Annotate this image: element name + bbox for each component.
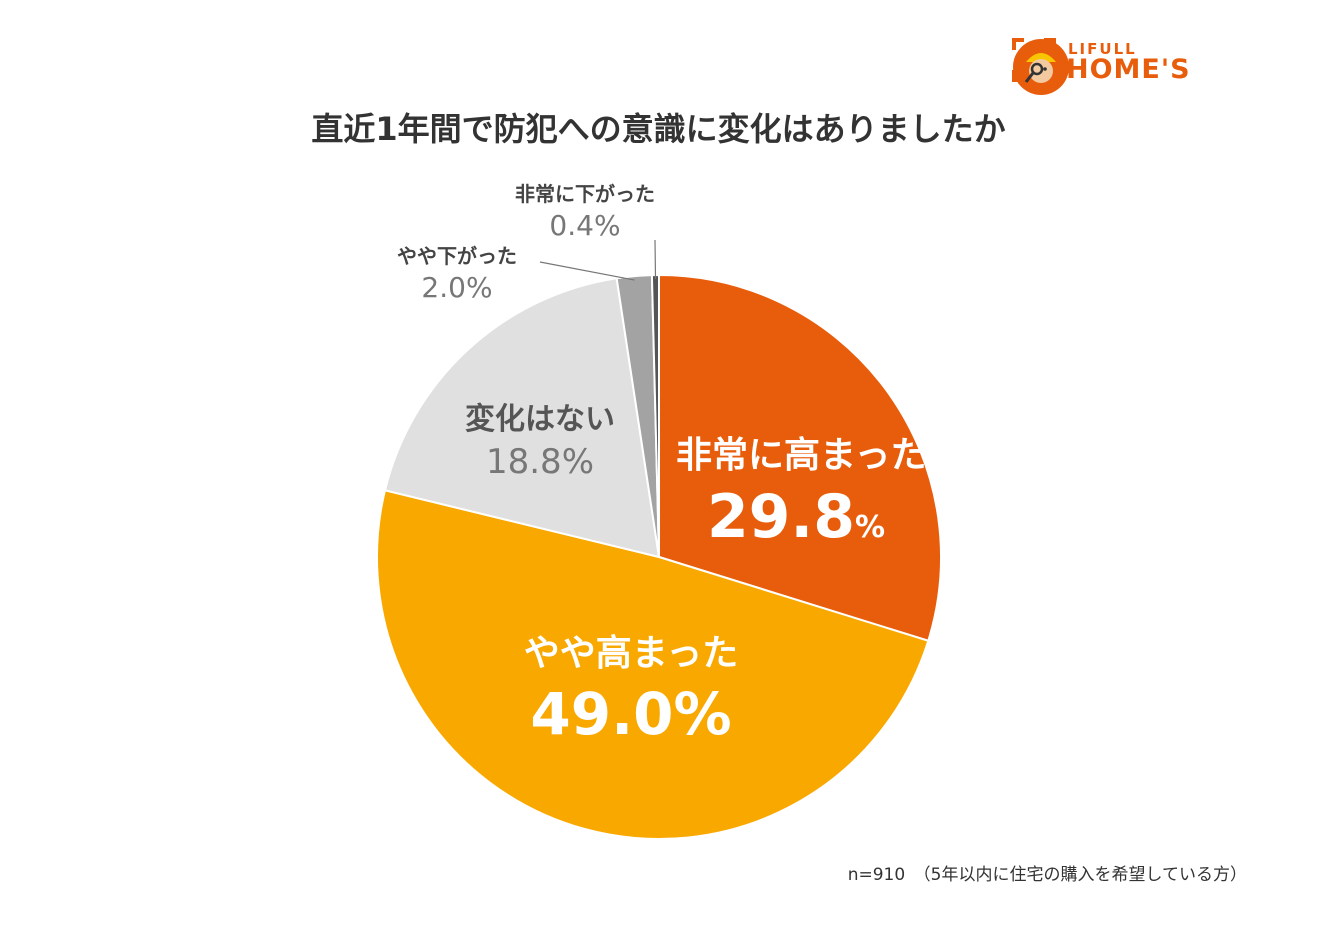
slice-label-name: 変化はない — [465, 402, 615, 437]
leader-line-very-decreased — [654, 239, 657, 280]
logo-text-homes: HOME'S — [1066, 54, 1191, 85]
mascot-icon — [1013, 39, 1069, 95]
label-very-increased: 非常に高まった 29.8% — [676, 426, 927, 552]
label-somewhat-increased: やや高まった 49.0% — [506, 624, 756, 748]
slice-label-value: 29.8 — [706, 482, 855, 552]
slice-label-name: 非常に高まった — [676, 435, 927, 476]
pie-slice-somewhat-increased — [376, 489, 930, 841]
slice-label-unit: % — [854, 510, 886, 545]
label-somewhat-decreased: やや下がった 2.0% — [372, 240, 542, 304]
slice-label-name: やや高まった — [523, 633, 739, 674]
logo-text-lifull: LIFULL — [1068, 40, 1137, 58]
label-no-change: 変化はない 18.8% — [440, 394, 640, 482]
slice-label-value: 2.0% — [421, 271, 493, 304]
lifull-homes-logo: LIFULL HOME'S — [1012, 34, 1262, 95]
slice-label-value: 0.4% — [549, 209, 621, 242]
slice-label-value: 49.0% — [530, 680, 732, 748]
chart-title: 直近1年間で防犯への意識に変化はありましたか — [311, 110, 1006, 148]
pie-slice-no-change — [383, 277, 661, 559]
slice-label-name: やや下がった — [397, 244, 517, 268]
label-very-decreased: 非常に下がった 0.4% — [490, 178, 680, 242]
leader-line-somewhat-decreased — [539, 261, 635, 281]
slice-label-value: 18.8% — [485, 442, 594, 482]
slice-label-name: 非常に下がった — [515, 182, 655, 206]
sample-size-note: n=910 （5年以内に住宅の購入を希望している方） — [847, 865, 1247, 885]
pie-slice-very-increased — [658, 273, 942, 643]
